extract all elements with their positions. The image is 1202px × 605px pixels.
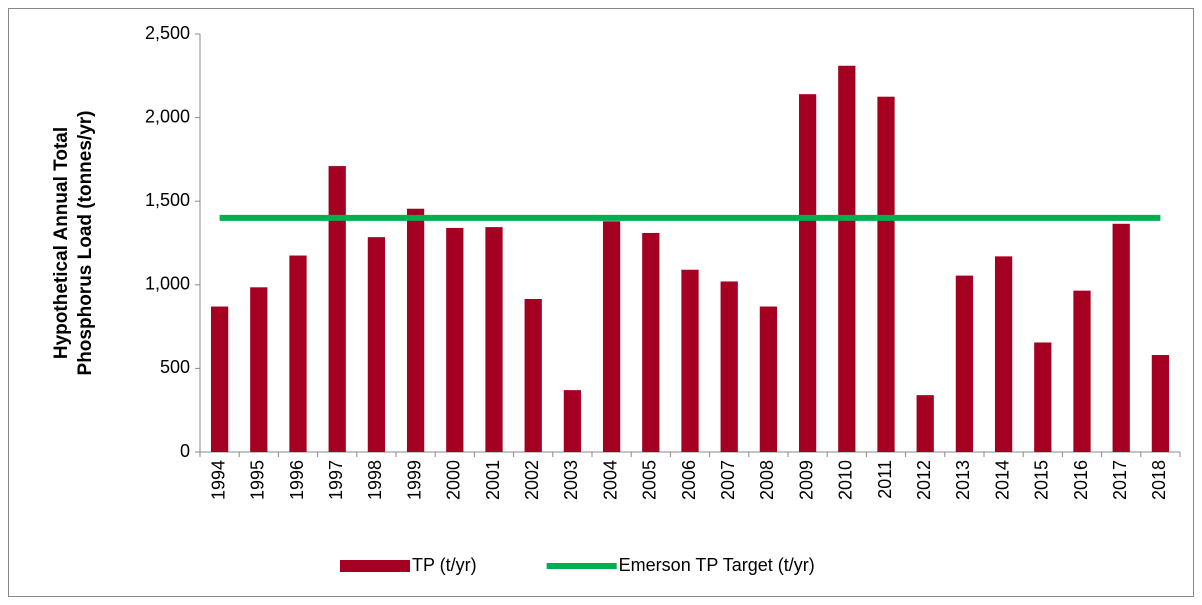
y-tick-label: 2,500: [145, 23, 190, 43]
bar: [485, 227, 503, 452]
x-tick-label: 2015: [1032, 460, 1052, 500]
y-tick-label: 500: [160, 357, 190, 377]
bar: [1073, 290, 1091, 452]
x-tick-label: 2011: [875, 460, 895, 499]
x-tick-label: 2006: [679, 460, 699, 500]
bar: [798, 94, 817, 452]
legend-swatch: [340, 560, 410, 572]
x-tick-label: 2003: [561, 460, 581, 500]
x-tick-label: 1996: [287, 460, 307, 500]
bar: [602, 221, 621, 452]
legend-label: Emerson TP Target (t/yr): [619, 555, 815, 575]
x-tick-label: 2010: [836, 460, 856, 500]
bar: [955, 275, 974, 452]
bar: [642, 232, 660, 452]
x-tick-label: 2004: [600, 460, 620, 500]
x-tick-label: 2018: [1149, 460, 1169, 500]
bar: [210, 306, 229, 452]
bar: [1151, 355, 1170, 452]
bar: [446, 227, 464, 452]
x-tick-label: 2014: [992, 460, 1012, 500]
y-tick-label: 1,500: [145, 190, 190, 210]
y-axis-label: Hypothetical Annual Total: [51, 127, 72, 359]
x-tick-label: 2000: [444, 460, 464, 500]
bar: [720, 281, 738, 452]
bar: [524, 299, 542, 452]
x-tick-label: 2001: [483, 460, 503, 500]
bar: [759, 306, 778, 452]
x-tick-label: 2005: [640, 460, 660, 500]
chart-border: [8, 8, 1194, 597]
x-tick-label: 2013: [953, 460, 973, 500]
legend-label: TP (t/yr): [412, 555, 477, 575]
bar: [328, 166, 346, 452]
x-tick-label: 1994: [208, 460, 228, 500]
bar: [994, 256, 1013, 452]
x-tick-label: 2009: [796, 460, 816, 500]
x-tick-label: 2012: [914, 460, 934, 500]
y-tick-label: 0: [180, 441, 190, 461]
x-tick-label: 2016: [1071, 460, 1091, 500]
x-tick-label: 1999: [404, 460, 424, 500]
x-tick-label: 2002: [522, 460, 542, 500]
bar: [1034, 342, 1052, 452]
x-tick-label: 1995: [248, 460, 268, 500]
bar: [367, 237, 386, 452]
bar: [289, 255, 307, 452]
bar: [877, 96, 895, 452]
x-tick-label: 2008: [757, 460, 777, 500]
y-tick-label: 2,000: [145, 106, 190, 126]
y-tick-label: 1,000: [145, 274, 190, 294]
bar: [1112, 223, 1130, 452]
bar: [563, 390, 582, 452]
bar: [250, 287, 268, 452]
bar: [406, 208, 425, 452]
x-tick-label: 1998: [365, 460, 385, 500]
bar: [916, 395, 934, 452]
bar: [681, 269, 699, 452]
x-tick-label: 2017: [1110, 460, 1130, 500]
y-axis-label: Phosphorus Load (tonnes/yr): [75, 111, 96, 376]
x-tick-label: 2007: [718, 460, 738, 500]
x-tick-label: 1997: [326, 460, 346, 500]
bar: [838, 65, 856, 452]
